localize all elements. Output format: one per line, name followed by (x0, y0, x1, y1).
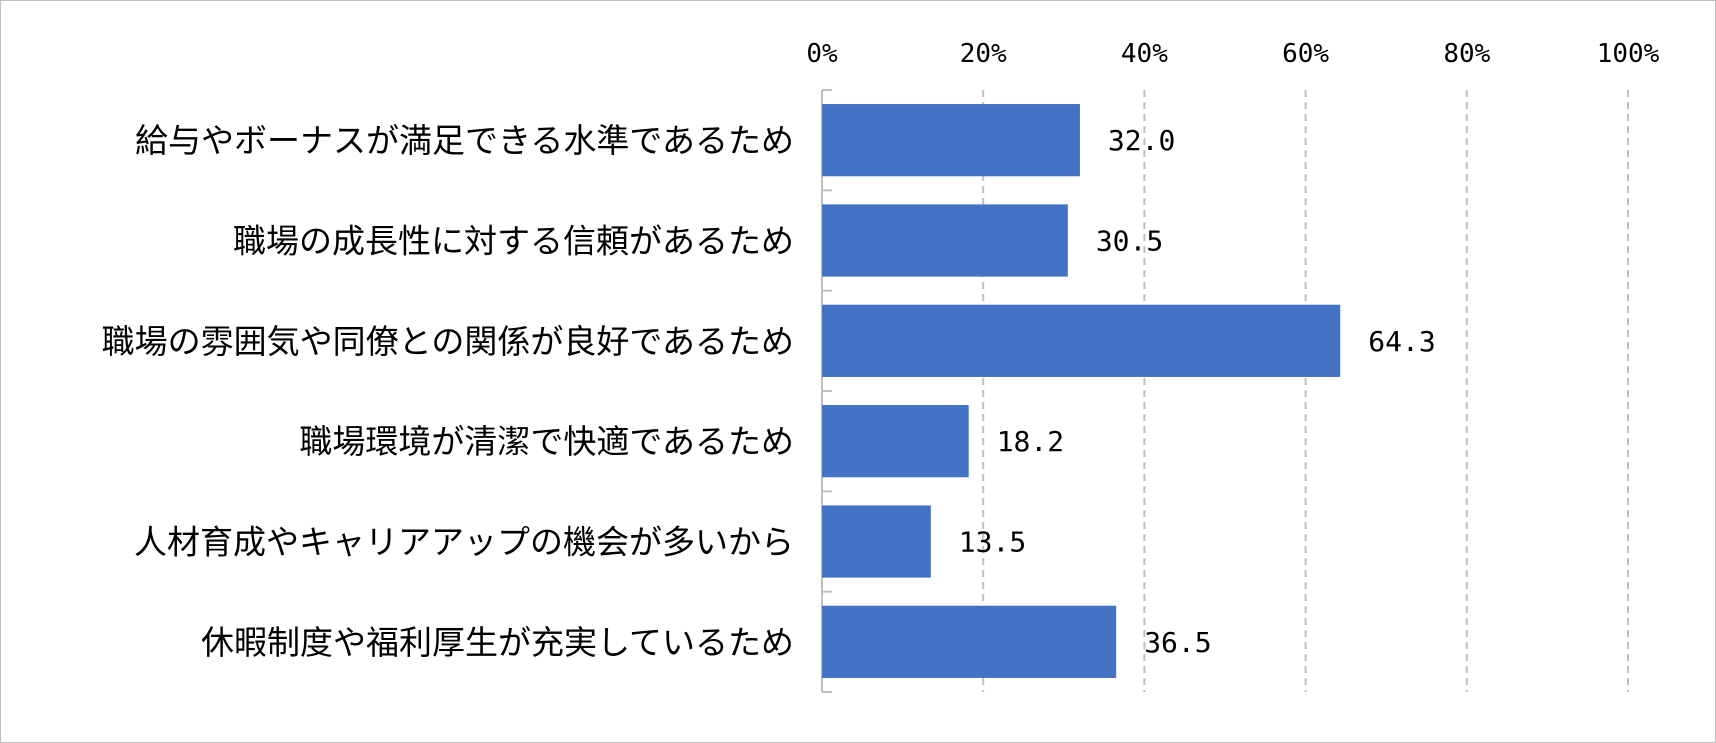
data-label: 18.2 (997, 425, 1064, 458)
category-label: 人材育成やキャリアアップの機会が多いから (134, 523, 794, 562)
grid-lines (982, 90, 1629, 692)
category-label: 職場の雰囲気や同僚との関係が良好であるため (102, 322, 794, 361)
x-tick-label: 100% (1597, 39, 1660, 69)
data-label: 30.5 (1096, 225, 1163, 258)
bars (822, 104, 1341, 678)
data-label: 64.3 (1368, 325, 1435, 358)
data-label: 36.5 (1144, 626, 1211, 659)
x-tick-label: 40% (1121, 39, 1168, 69)
bar (822, 304, 1341, 377)
x-tick-label: 20% (960, 39, 1007, 69)
bar (822, 605, 1117, 678)
axes (821, 89, 832, 693)
category-labels: 給与やボーナスが満足できる水準であるため職場の成長性に対する信頼があるため職場の… (102, 121, 794, 662)
bar (822, 505, 931, 578)
bar (822, 104, 1080, 177)
category-label: 職場の成長性に対する信頼があるため (233, 222, 794, 261)
bar (822, 204, 1068, 277)
x-tick-label: 0% (806, 39, 838, 69)
data-labels: 32.0 30.5 64.3 18.2 13.5 36.5 (959, 124, 1436, 659)
x-tick-labels: 0% 20% 40% 60% 80% 100% (806, 39, 1659, 69)
category-label: 給与やボーナスが満足できる水準であるため (135, 121, 794, 160)
category-label: 休暇制度や福利厚生が充実しているため (201, 623, 794, 662)
category-label: 職場環境が清潔で快適であるため (299, 422, 794, 461)
data-label: 32.0 (1108, 124, 1175, 157)
x-tick-label: 80% (1443, 39, 1490, 69)
x-tick-label: 60% (1282, 39, 1329, 69)
bar (822, 405, 969, 478)
data-label: 13.5 (959, 526, 1026, 559)
